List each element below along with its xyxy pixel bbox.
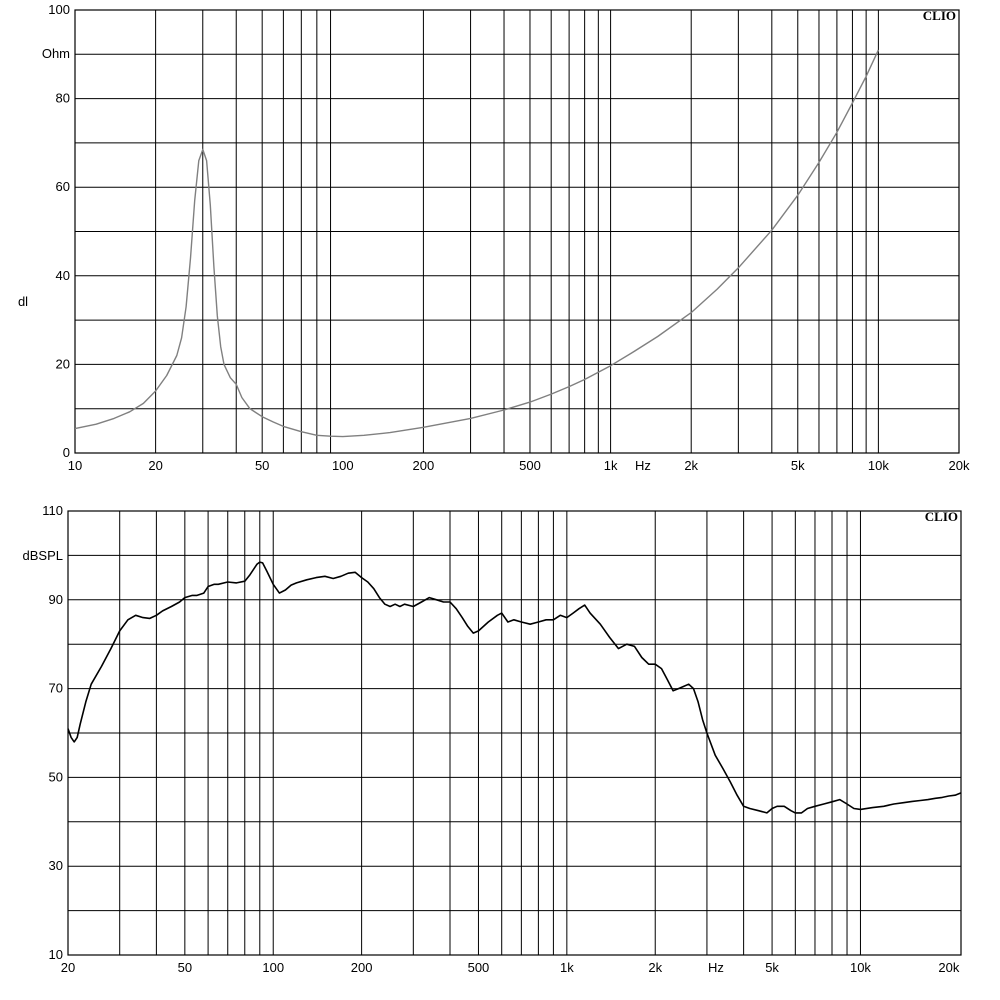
y-tick-label: 20 xyxy=(56,356,70,371)
x-tick-label: 2k xyxy=(648,960,662,975)
x-tick-label: 1k xyxy=(604,458,618,473)
y-tick-label: 0 xyxy=(63,445,70,460)
y-tick-label: 40 xyxy=(56,268,70,283)
y-tick-label: 80 xyxy=(56,91,70,106)
plot-frame xyxy=(67,510,962,956)
horizontal-grid xyxy=(75,53,959,410)
x-tick-label: 10k xyxy=(868,458,889,473)
x-tick-label: 50 xyxy=(255,458,269,473)
x-tick-label: 20 xyxy=(148,458,162,473)
x-tick-label: 50 xyxy=(178,960,192,975)
y-tick-label: 10 xyxy=(49,947,63,962)
y-tick-label: 50 xyxy=(49,769,63,784)
y-axis-label: dl xyxy=(18,294,28,309)
x-tick-label: 2k xyxy=(684,458,698,473)
impedance-chart: 10 20 50 100 200 500 1k 2k 5k 10k 20k 0 20 40 60 80 100 O… xyxy=(18,2,970,473)
horizontal-grid xyxy=(68,554,961,912)
plot-frame xyxy=(74,9,960,454)
x-tick-label: 20k xyxy=(938,960,959,975)
y-tick-label: 100 xyxy=(48,2,70,17)
x-tick-label: 100 xyxy=(332,458,354,473)
x-tick-label: 1k xyxy=(560,960,574,975)
y-tick-label: 70 xyxy=(49,681,63,696)
x-tick-label: 10k xyxy=(850,960,871,975)
x-tick-label: 20 xyxy=(61,960,75,975)
series-line xyxy=(74,49,880,438)
brand-label: CLIO xyxy=(925,509,958,524)
x-tick-label: 20k xyxy=(949,458,970,473)
x-tick-label: 200 xyxy=(351,960,373,975)
series-line xyxy=(67,561,962,814)
y-tick-label: 110 xyxy=(42,503,63,518)
x-unit-label: Hz xyxy=(708,960,724,975)
brand-label: CLIO xyxy=(923,8,956,23)
y-tick-label: 30 xyxy=(49,858,63,873)
x-tick-label: 100 xyxy=(262,960,284,975)
x-tick-label: 200 xyxy=(413,458,435,473)
x-tick-label: 500 xyxy=(468,960,490,975)
x-tick-label: 5k xyxy=(765,960,779,975)
x-tick-label: 5k xyxy=(791,458,805,473)
x-tick-label: 10 xyxy=(68,458,82,473)
x-tick-label: 500 xyxy=(519,458,541,473)
y-tick-label: 60 xyxy=(56,179,70,194)
spl-chart: 20 50 100 200 500 1k 2k 5k 10k 20k 10 30 50 70 90 110 dB… xyxy=(23,503,962,975)
y-unit-label: Ohm xyxy=(42,46,70,61)
x-unit-label: Hz xyxy=(635,458,651,473)
y-unit-label: dBSPL xyxy=(23,548,63,563)
y-tick-label: 90 xyxy=(49,592,63,607)
